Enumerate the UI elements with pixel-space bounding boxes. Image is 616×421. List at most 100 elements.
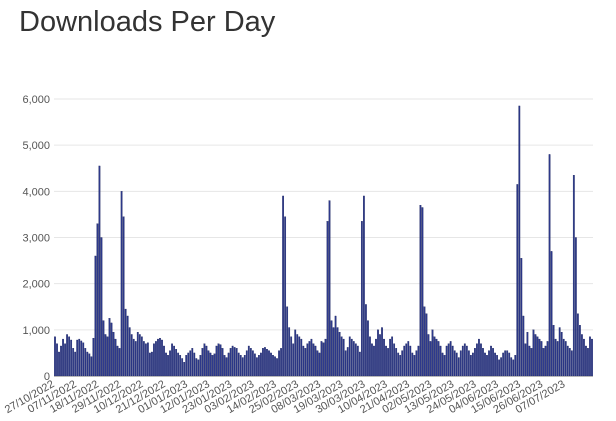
bar [463,343,466,377]
bar [562,338,565,377]
bar [346,347,349,377]
bar [324,338,327,377]
bar [552,325,555,377]
y-tick-label: 3,000 [22,233,50,245]
bar [70,339,73,377]
bar [530,348,533,377]
bar [266,349,268,377]
bar [383,338,385,377]
bar [445,345,448,377]
bar [336,327,339,377]
bar [302,345,305,377]
bar [251,350,254,377]
bar [237,352,240,377]
bar [381,327,383,377]
bar [371,343,373,377]
bar [393,343,396,377]
bar [118,348,121,377]
bar [264,347,266,377]
bar [411,352,414,377]
bar [96,223,99,377]
bar [320,341,323,377]
bar [272,355,274,377]
bar [217,343,220,377]
bar [340,336,343,377]
bar [292,343,295,377]
bar [268,350,270,377]
bar [546,341,549,377]
bar [229,348,232,377]
bar [585,345,587,377]
bar [389,338,391,377]
x-axis-labels: 27/10/202207/11/202218/11/202229/11/2022… [3,378,567,416]
bar [534,334,537,377]
bar [558,327,561,377]
bar [306,343,309,377]
bar [223,355,226,377]
bar [106,336,109,377]
bar [76,339,79,377]
bar [84,348,87,377]
bar [197,359,200,377]
bar [379,334,381,377]
bar [356,345,359,377]
bar [447,343,450,377]
bar [417,345,420,377]
bar [550,251,553,377]
bar [304,348,307,377]
bar [375,338,377,377]
bar [342,338,345,377]
bar [239,355,242,377]
bar [377,329,379,377]
bar [243,355,246,377]
bar [526,331,529,377]
bar [354,343,357,377]
bar [318,352,321,377]
bar [146,342,149,377]
bar [512,359,515,377]
bar [138,334,141,377]
bar [316,350,319,377]
bar [209,352,212,377]
bar [472,352,474,377]
bar [274,356,276,377]
bar [328,200,331,377]
bar [80,340,83,377]
bar [415,350,418,377]
bar [373,345,375,377]
bar [431,329,434,377]
bar [183,361,186,377]
bar [437,341,440,377]
bar [367,320,369,377]
bar [163,345,165,377]
bar [58,351,60,377]
bar [492,348,494,377]
bar [589,336,591,377]
bar [270,352,272,377]
bar [231,345,234,377]
bar [260,352,262,377]
bar [88,353,91,377]
bar [64,343,66,377]
bar [413,355,416,377]
bar [435,338,438,377]
bar [175,349,178,377]
bar [572,175,575,377]
gridlines [54,98,593,331]
bar [262,348,264,377]
bar [100,237,103,377]
bar [348,336,351,377]
y-axis-labels: 0 1,000 2,000 3,000 4,000 5,000 6,000 [22,94,50,383]
bar [482,348,484,377]
bar [480,343,482,377]
bar [149,352,151,377]
bar [528,345,531,377]
bar [544,345,547,377]
y-tick-label: 1,000 [22,325,50,337]
bar [490,345,492,377]
bar [459,350,462,377]
bar [153,343,155,377]
bar [62,338,64,377]
bar [189,350,192,377]
bar [78,338,81,377]
